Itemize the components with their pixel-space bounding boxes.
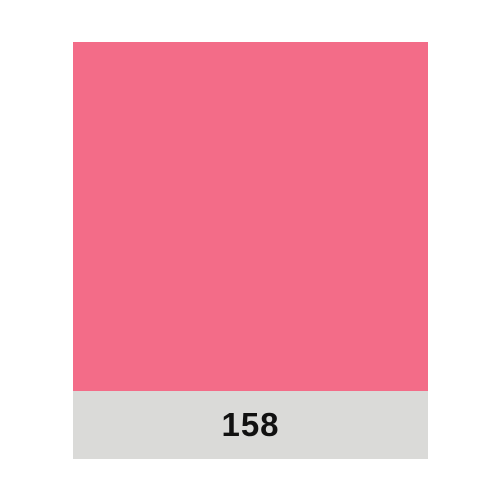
swatch-number: 158 [221,406,280,443]
color-swatch [73,42,428,391]
color-swatch-card: 158 [73,42,428,459]
swatch-label-strip: 158 [73,391,428,459]
